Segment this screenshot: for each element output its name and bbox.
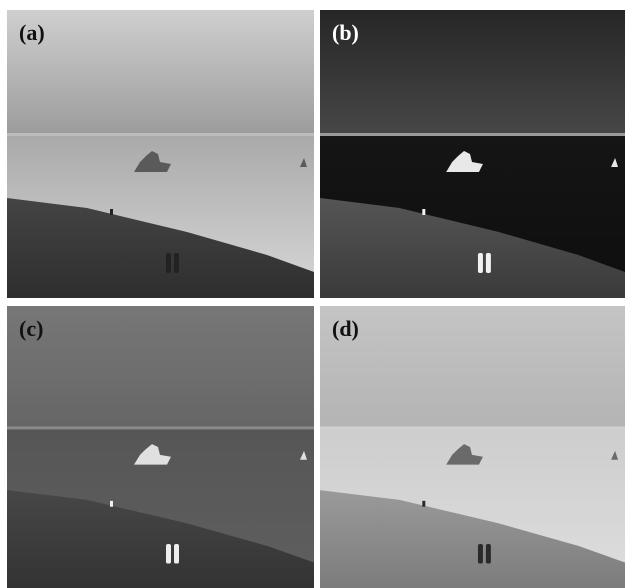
panel-label: (a) (19, 20, 45, 45)
panel (320, 306, 625, 588)
panel (7, 10, 314, 298)
person (486, 253, 491, 273)
person (478, 253, 483, 273)
panel-label: (d) (332, 316, 359, 341)
figure: (a) (b) (c) (d) (0, 0, 625, 588)
person (174, 544, 179, 564)
person (478, 544, 483, 564)
horizon (7, 133, 314, 136)
sky (7, 10, 314, 135)
panel (320, 10, 625, 298)
horizon (320, 426, 625, 429)
sky (320, 10, 625, 135)
person (166, 253, 171, 273)
horizon (320, 133, 625, 136)
sky (320, 306, 625, 428)
sky (7, 306, 314, 428)
person (166, 544, 171, 564)
panel (7, 306, 314, 588)
figure-small (110, 209, 113, 215)
panel-label: (c) (19, 316, 43, 341)
figure-small (110, 501, 113, 507)
horizon (7, 426, 314, 429)
figure-small (422, 209, 425, 215)
figure-small (422, 501, 425, 507)
person (486, 544, 491, 564)
person (174, 253, 179, 273)
panel-label: (b) (332, 20, 359, 45)
